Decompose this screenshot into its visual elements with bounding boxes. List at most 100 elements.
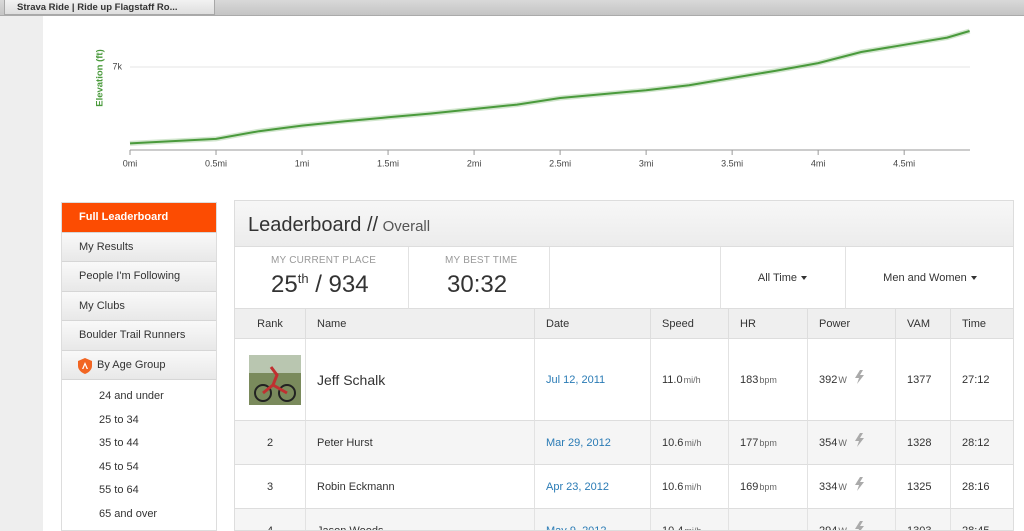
athlete-name[interactable]: Jason Woods bbox=[317, 524, 384, 531]
date-cell: Mar 29, 2012 bbox=[535, 421, 651, 465]
hr: - bbox=[740, 524, 744, 531]
wheel bbox=[278, 383, 296, 402]
column-header: Date bbox=[535, 309, 651, 339]
athlete-name[interactable]: Jeff Schalk bbox=[317, 371, 386, 388]
x-tick-label: 0mi bbox=[123, 158, 138, 168]
vam-cell: 1328 bbox=[896, 421, 951, 465]
x-tick-label: 3.5mi bbox=[721, 158, 743, 168]
caret bbox=[801, 276, 808, 280]
x-tick-label: 2mi bbox=[467, 158, 482, 168]
browser-tab-bar: Strava Ride | Ride up Flagstaff Ro... bbox=[0, 0, 1024, 16]
spacer-cell bbox=[550, 247, 721, 309]
speed-cell: 10.6 mi/h bbox=[651, 421, 729, 465]
age-group-item[interactable]: 65 and over bbox=[99, 507, 158, 520]
x-tick-label: 4.5mi bbox=[893, 158, 915, 168]
speed-unit: mi/h bbox=[684, 437, 702, 448]
ride-date[interactable]: May 9, 2012 bbox=[546, 524, 607, 531]
rank-cell: 2 bbox=[235, 421, 306, 465]
column-header: Time bbox=[951, 309, 1013, 339]
time: 28:45 bbox=[962, 524, 990, 531]
sidebar-item[interactable]: Full Leaderboard bbox=[62, 203, 216, 233]
age-group-item[interactable]: 45 to 54 bbox=[99, 460, 139, 473]
y-tick-label: 7k bbox=[112, 61, 122, 71]
x-tick-label: 0.5mi bbox=[205, 158, 227, 168]
sidebar-item[interactable]: By Age Group bbox=[62, 350, 216, 380]
column-header: HR bbox=[729, 309, 808, 339]
speed: 10.6 bbox=[662, 436, 684, 449]
bolt bbox=[854, 432, 864, 447]
rank: 3 bbox=[266, 480, 274, 493]
time: 28:16 bbox=[962, 480, 990, 493]
power: 354 bbox=[819, 436, 838, 449]
place: 25 bbox=[271, 271, 298, 298]
sidebar-item[interactable]: People I'm Following bbox=[62, 262, 216, 292]
shield bbox=[78, 357, 92, 374]
column-header: Speed bbox=[651, 309, 729, 339]
power: 334 bbox=[819, 480, 838, 493]
power-estimate-icon bbox=[854, 476, 864, 491]
sidebar: Full Leaderboard My Results People I'm Fol… bbox=[61, 202, 217, 531]
age-group-item[interactable]: 35 to 44 bbox=[99, 437, 139, 449]
stat-label: MY CURRENT PLACE bbox=[271, 255, 377, 266]
power-estimate-icon bbox=[854, 432, 864, 447]
age-group-list: 24 and under 25 to 34 35 to 44 45 to 54 55 t… bbox=[62, 380, 216, 526]
speed-cell: 10.4 mi/h bbox=[651, 509, 729, 531]
shield-mark bbox=[82, 361, 88, 369]
panel-title: Leaderboard // bbox=[248, 214, 379, 236]
ride-date[interactable]: Jul 12, 2011 bbox=[546, 373, 606, 386]
name-cell: Jeff Schalk bbox=[306, 339, 535, 421]
power-estimate-icon bbox=[854, 369, 864, 384]
sidebar-item[interactable]: My Results bbox=[62, 232, 216, 262]
ride-date[interactable]: Mar 29, 2012 bbox=[546, 436, 611, 449]
elevation-line bbox=[129, 30, 970, 145]
browser-tab[interactable]: Strava Ride | Ride up Flagstaff Ro... bbox=[4, 0, 215, 15]
power-cell: 334 W bbox=[808, 465, 896, 509]
hr-cell: 169 bpm bbox=[729, 465, 808, 509]
rank-cell: 4 bbox=[235, 509, 306, 530]
age-group-item[interactable]: 55 to 64 bbox=[99, 484, 139, 496]
hr-unit: bpm bbox=[759, 437, 777, 448]
x-tick-label: 3mi bbox=[639, 158, 654, 168]
sidebar-item[interactable]: Boulder Trail Runners bbox=[62, 321, 216, 351]
column-header: Rank bbox=[235, 309, 306, 339]
athlete-name[interactable]: Robin Eckmann bbox=[317, 480, 395, 493]
power-unit: W bbox=[838, 374, 847, 385]
time: 27:12 bbox=[962, 373, 990, 386]
power-cell: 354 W bbox=[808, 421, 896, 465]
vam-cell: 1377 bbox=[896, 339, 951, 421]
elevation-chart: Elevation (ft) 7k 0mi 0.5mi 1mi 1.5mi 2mi 2.5m… bbox=[95, 28, 971, 168]
best-time-cell: MY BEST TIME 30:32 bbox=[409, 247, 550, 309]
speed: 10.4 bbox=[662, 524, 684, 531]
hr-unit: bpm bbox=[759, 374, 777, 385]
x-tick-label: 2.5mi bbox=[549, 158, 571, 168]
vam: 1303 bbox=[907, 524, 932, 531]
column-header: VAM bbox=[896, 309, 951, 339]
power-unit: W bbox=[838, 525, 847, 531]
time-cell: 28:12 bbox=[951, 421, 1013, 465]
speed: 10.6 bbox=[662, 480, 684, 493]
panel-subtitle: Overall bbox=[382, 218, 431, 235]
speed: 11.0 bbox=[662, 373, 683, 386]
bolt bbox=[854, 520, 864, 530]
ride-date[interactable]: Apr 23, 2012 bbox=[546, 480, 609, 493]
time-cell: 27:12 bbox=[951, 339, 1013, 421]
athlete-photo bbox=[249, 354, 301, 405]
name-cell: Robin Eckmann bbox=[306, 465, 535, 509]
hr-unit: bpm bbox=[759, 481, 777, 492]
x-tick-label: 1mi bbox=[295, 158, 310, 168]
hr: 183 bbox=[740, 373, 759, 386]
stat-value: 25th / 934 bbox=[271, 271, 369, 299]
vam: 1325 bbox=[907, 480, 932, 493]
time-filter[interactable]: All Time bbox=[721, 247, 846, 309]
name-cell: Jason Woods bbox=[306, 509, 535, 531]
athlete-name[interactable]: Peter Hurst bbox=[317, 436, 373, 449]
bolt bbox=[854, 369, 864, 384]
age-group-item[interactable]: 24 and under bbox=[99, 390, 164, 402]
gender-filter[interactable]: Men and Women bbox=[846, 247, 1013, 309]
age-group-item[interactable]: 25 to 34 bbox=[99, 413, 139, 426]
stat-label: MY BEST TIME bbox=[445, 255, 518, 266]
power-unit: W bbox=[838, 437, 847, 448]
sidebar-item[interactable]: My Clubs bbox=[62, 291, 216, 321]
column-header: Power bbox=[808, 309, 896, 339]
